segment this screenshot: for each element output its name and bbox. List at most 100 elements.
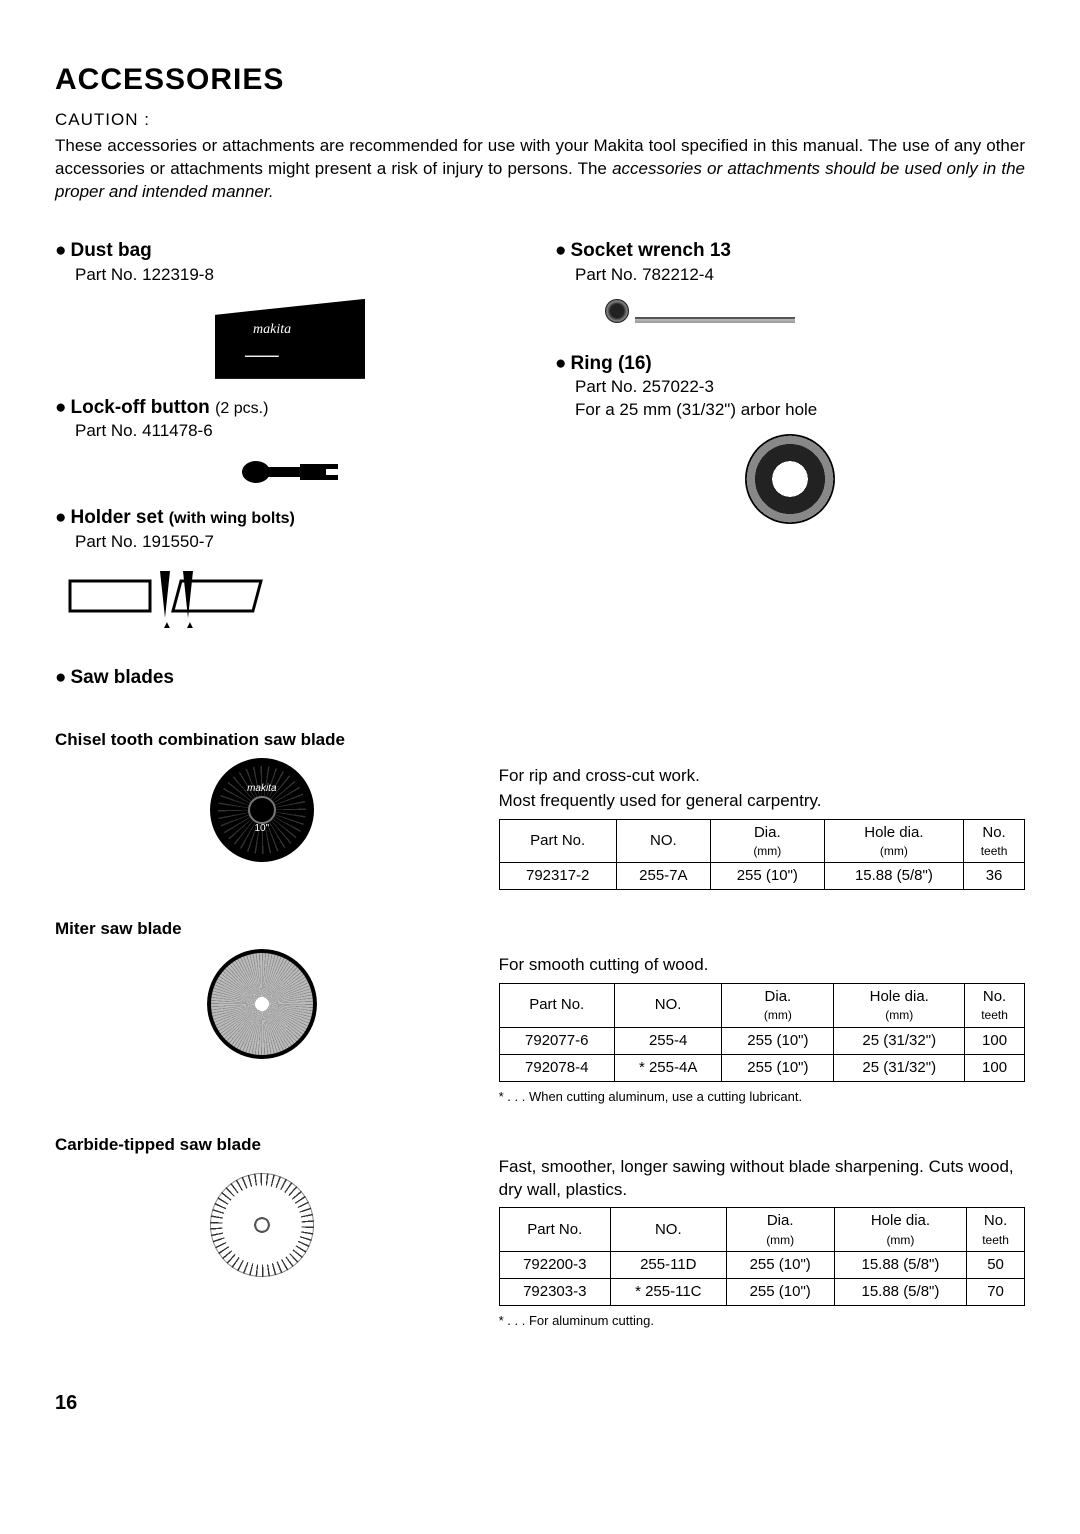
cell: 70 (967, 1279, 1025, 1306)
page-title: ACCESSORIES (55, 60, 1025, 101)
ring-title: Ring (16) (570, 353, 651, 374)
cell: 255 (10") (722, 1027, 834, 1054)
bullet-icon: ● (55, 507, 66, 528)
miter-desc1: For smooth cutting of wood. (499, 954, 1025, 977)
th-dia: Dia.(mm) (726, 1208, 834, 1251)
carbide-name: Carbide-tipped saw blade (55, 1134, 469, 1157)
th-hole: Hole dia.(mm) (834, 1208, 966, 1251)
cell: 792200-3 (499, 1251, 610, 1278)
cell: 255-11D (610, 1251, 726, 1278)
cell: 25 (31/32") (834, 1054, 965, 1081)
miter-name: Miter saw blade (55, 918, 469, 941)
cell: 792077-6 (499, 1027, 614, 1054)
bullet-icon: ● (55, 397, 66, 418)
lockoff-partno: Part No. 411478-6 (75, 420, 525, 443)
holder-image: ▲ ▲ (65, 566, 275, 631)
th-no: NO. (614, 984, 722, 1027)
ring-partno: Part No. 257022-3 (575, 376, 1025, 399)
cell: 100 (965, 1027, 1025, 1054)
cell: * 255-4A (614, 1054, 722, 1081)
table-row: 792078-4 * 255-4A 255 (10") 25 (31/32") … (499, 1054, 1024, 1081)
th-partno: Part No. (499, 819, 616, 862)
bullet-icon: ● (55, 240, 66, 261)
chisel-section: Chisel tooth combination saw blade makit… (55, 729, 1025, 891)
th-dia: Dia.(mm) (710, 819, 824, 862)
table-row: 792200-3 255-11D 255 (10") 15.88 (5/8") … (499, 1251, 1024, 1278)
cell: 15.88 (5/8") (824, 862, 963, 889)
th-teeth: No.teeth (965, 984, 1025, 1027)
carbide-section: Carbide-tipped saw blade Fast, smoother,… (55, 1134, 1025, 1330)
cell: 255 (10") (710, 862, 824, 889)
left-column: ●Dust bag Part No. 122319-8 makita ━━━━━… (55, 224, 525, 700)
cell: 50 (967, 1251, 1025, 1278)
chisel-desc2: Most frequently used for general carpent… (499, 790, 1025, 813)
cell: 792303-3 (499, 1279, 610, 1306)
intro-text: These accessories or attachments are rec… (55, 135, 1025, 204)
th-teeth: No.teeth (964, 819, 1025, 862)
caution-label: CAUTION : (55, 109, 1025, 132)
chisel-desc1: For rip and cross-cut work. (499, 765, 1025, 788)
chisel-img-label2: 10" (254, 822, 269, 836)
wrench-partno: Part No. 782212-4 (575, 264, 1025, 287)
th-partno: Part No. (499, 984, 614, 1027)
dustbag-partno: Part No. 122319-8 (75, 264, 525, 287)
holder-partno: Part No. 191550-7 (75, 531, 525, 554)
cell: 792078-4 (499, 1054, 614, 1081)
svg-text:▲: ▲ (162, 620, 172, 631)
th-partno: Part No. (499, 1208, 610, 1251)
chisel-name: Chisel tooth combination saw blade (55, 729, 469, 752)
svg-text:▲: ▲ (185, 620, 195, 631)
th-teeth: No.teeth (967, 1208, 1025, 1251)
chisel-table: Part No. NO. Dia.(mm) Hole dia.(mm) No.t… (499, 819, 1025, 891)
page-number: 16 (55, 1390, 1025, 1417)
ring-image (745, 434, 835, 524)
wrench-title: Socket wrench 13 (570, 240, 731, 261)
cell: 255-4 (614, 1027, 722, 1054)
cell: * 255-11C (610, 1279, 726, 1306)
cell: 255-7A (616, 862, 710, 889)
dustbag-line: ━━━━━━━ (245, 352, 279, 363)
th-no: NO. (610, 1208, 726, 1251)
chisel-img-label1: makita (247, 782, 276, 796)
cell: 15.88 (5/8") (834, 1279, 966, 1306)
cell: 255 (10") (726, 1251, 834, 1278)
lockoff-title: Lock-off button (70, 397, 209, 418)
bullet-icon: ● (555, 240, 566, 261)
table-row: 792303-3 * 255-11C 255 (10") 15.88 (5/8"… (499, 1279, 1024, 1306)
right-column: ●Socket wrench 13 Part No. 782212-4 ●Rin… (555, 224, 1025, 700)
bullet-icon: ● (555, 353, 566, 374)
th-no: NO. (616, 819, 710, 862)
th-dia: Dia.(mm) (722, 984, 834, 1027)
cell: 255 (10") (722, 1054, 834, 1081)
table-row: 792077-6 255-4 255 (10") 25 (31/32") 100 (499, 1027, 1024, 1054)
lockoff-image (240, 455, 340, 489)
cell: 36 (964, 862, 1025, 889)
dustbag-image: makita ━━━━━━━ (215, 299, 365, 379)
dustbag-title: Dust bag (70, 240, 151, 261)
miter-section: Miter saw blade For smooth cutting of wo… (55, 918, 1025, 1105)
th-hole: Hole dia.(mm) (824, 819, 963, 862)
miter-footnote: * . . . When cutting aluminum, use a cut… (499, 1088, 1025, 1106)
carbide-table: Part No. NO. Dia.(mm) Hole dia.(mm) No.t… (499, 1207, 1025, 1306)
cell: 25 (31/32") (834, 1027, 965, 1054)
table-row: 792317-2 255-7A 255 (10") 15.88 (5/8") 3… (499, 862, 1024, 889)
cell: 100 (965, 1054, 1025, 1081)
cell: 792317-2 (499, 862, 616, 889)
carbide-image (202, 1165, 322, 1285)
holder-sub: (with wing bolts) (169, 510, 295, 527)
miter-image (207, 949, 317, 1059)
sawblades-title: Saw blades (70, 667, 174, 688)
cell: 255 (10") (726, 1279, 834, 1306)
holder-title: Holder set (70, 507, 163, 528)
carbide-footnote: * . . . For aluminum cutting. (499, 1312, 1025, 1330)
th-hole: Hole dia.(mm) (834, 984, 965, 1027)
wrench-image (605, 299, 795, 323)
dustbag-logo: makita (253, 321, 291, 340)
chisel-image: makita 10" (212, 760, 312, 860)
miter-table: Part No. NO. Dia.(mm) Hole dia.(mm) No.t… (499, 983, 1025, 1082)
carbide-desc1: Fast, smoother, longer sawing without bl… (499, 1156, 1025, 1202)
ring-note: For a 25 mm (31/32") arbor hole (575, 399, 1025, 422)
lockoff-qty: (2 pcs.) (215, 400, 268, 417)
cell: 15.88 (5/8") (834, 1251, 966, 1278)
bullet-icon: ● (55, 667, 66, 688)
